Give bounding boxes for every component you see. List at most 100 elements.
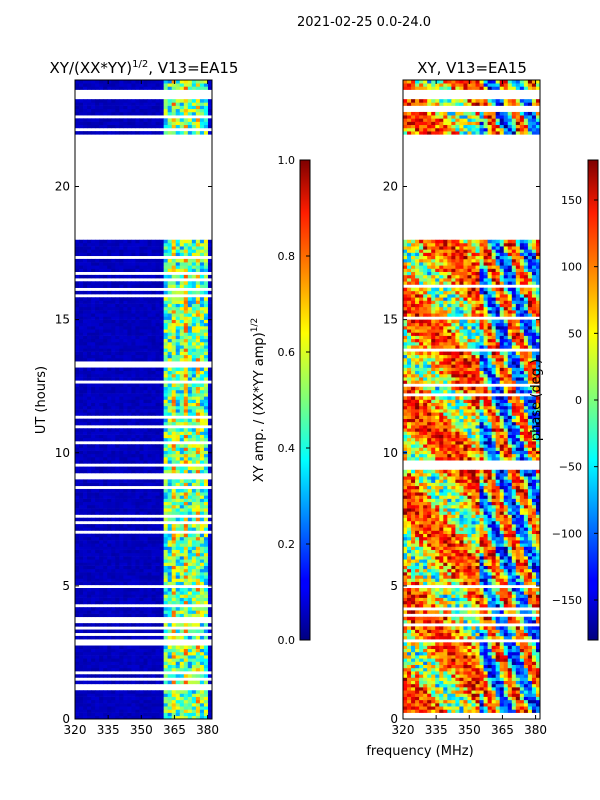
- amplitude-heatmap-cell: [167, 667, 173, 672]
- amplitude-heatmap-row: [75, 680, 212, 685]
- amplitude-heatmap-cell: [127, 492, 132, 496]
- amplitude-heatmap-cell: [135, 607, 140, 611]
- amplitude-heatmap-cell: [183, 396, 189, 400]
- amplitude-heatmap-cell: [107, 495, 112, 499]
- amplitude-heatmap-cell: [131, 693, 136, 697]
- amplitude-heatmap-cell: [187, 345, 193, 349]
- amplitude-heatmap-cell: [139, 629, 144, 634]
- amplitude-heatmap-cell: [163, 533, 169, 538]
- amplitude-heatmap-row: [75, 345, 212, 349]
- amplitude-heatmap-cell: [131, 527, 136, 531]
- amplitude-heatmap-cell: [107, 540, 112, 544]
- amplitude-heatmap-cell: [103, 367, 108, 372]
- amplitude-heatmap-cell: [75, 341, 80, 346]
- amplitude-heatmap-cell: [135, 111, 140, 116]
- amplitude-heatmap-cell: [107, 393, 112, 397]
- amplitude-heatmap-cell: [83, 357, 88, 362]
- amplitude-heatmap-cell: [187, 437, 193, 442]
- amplitude-heatmap-cell: [179, 284, 185, 288]
- amplitude-heatmap-cell: [195, 578, 201, 582]
- amplitude-heatmap-cell: [131, 444, 136, 448]
- amplitude-heatmap-cell: [107, 543, 112, 547]
- amplitude-heatmap-cell: [199, 268, 205, 272]
- amplitude-heatmap-cell: [95, 86, 100, 90]
- amplitude-heatmap-cell: [91, 556, 96, 560]
- amplitude-heatmap-cell: [111, 517, 116, 522]
- amplitude-heatmap-cell: [203, 252, 209, 257]
- amplitude-heatmap-cell: [175, 252, 181, 257]
- amplitude-heatmap-cell: [115, 508, 120, 512]
- amplitude-heatmap-cell: [191, 575, 197, 579]
- amplitude-heatmap-cell: [147, 501, 152, 506]
- amplitude-heatmap-cell: [131, 648, 136, 653]
- amplitude-heatmap-cell: [159, 549, 165, 554]
- amplitude-heatmap-cell: [199, 658, 205, 662]
- amplitude-heatmap-cell: [131, 699, 136, 704]
- amplitude-heatmap-cell: [159, 460, 165, 464]
- amplitude-heatmap-cell: [155, 322, 161, 327]
- amplitude-heatmap-cell: [163, 99, 169, 103]
- amplitude-heatmap-cell: [163, 482, 169, 487]
- amplitude-heatmap-cell: [187, 444, 193, 448]
- amplitude-heatmap-cell: [147, 696, 152, 701]
- amplitude-heatmap-cell: [123, 284, 128, 288]
- amplitude-heatmap-cell: [179, 258, 185, 263]
- amplitude-heatmap-cell: [199, 396, 205, 400]
- phase-heatmap-cell: [439, 696, 444, 701]
- amplitude-heatmap-cell: [207, 121, 212, 126]
- amplitude-heatmap-cell: [75, 252, 80, 257]
- amplitude-heatmap-cell: [115, 568, 120, 573]
- amplitude-heatmap-cell: [123, 556, 128, 560]
- amplitude-heatmap-cell: [143, 527, 148, 531]
- amplitude-heatmap-cell: [131, 635, 136, 640]
- amplitude-heatmap-cell: [111, 351, 116, 356]
- amplitude-heatmap-cell: [155, 648, 161, 653]
- amplitude-heatmap-cell: [183, 431, 189, 435]
- amplitude-heatmap-cell: [119, 428, 124, 432]
- amplitude-heatmap-row: [75, 351, 212, 356]
- amplitude-heatmap-cell: [179, 690, 185, 694]
- amplitude-heatmap-cell: [127, 488, 132, 493]
- amplitude-heatmap-cell: [119, 543, 124, 547]
- phase-heatmap-cell: [487, 699, 493, 704]
- amplitude-heatmap-cell: [163, 495, 169, 499]
- amplitude-heatmap-cell: [195, 546, 201, 550]
- amplitude-heatmap-cell: [151, 533, 156, 538]
- amplitude-heatmap-cell: [87, 316, 92, 320]
- amplitude-heatmap-cell: [179, 393, 185, 397]
- amplitude-heatmap-cell: [119, 83, 124, 87]
- amplitude-heatmap-cell: [79, 402, 84, 407]
- amplitude-heatmap-cell: [195, 508, 201, 512]
- amplitude-heatmap-cell: [143, 300, 148, 304]
- amplitude-heatmap-cell: [87, 511, 92, 515]
- amplitude-heatmap-cell: [79, 575, 84, 579]
- amplitude-heatmap-cell: [207, 102, 212, 106]
- amplitude-heatmap-cell: [91, 303, 96, 308]
- amplitude-heatmap-cell: [111, 492, 116, 496]
- amplitude-heatmap-cell: [131, 332, 136, 336]
- amplitude-heatmap-cell: [127, 693, 132, 697]
- amplitude-heatmap-cell: [159, 511, 165, 515]
- amplitude-heatmap-cell: [95, 373, 100, 378]
- phase-heatmap-cell: [455, 683, 460, 688]
- amplitude-heatmap-cell: [119, 591, 124, 595]
- amplitude-heatmap-cell: [195, 412, 201, 416]
- amplitude-heatmap-cell: [167, 265, 173, 269]
- amplitude-heatmap-cell: [207, 377, 212, 381]
- amplitude-heatmap-cell: [151, 447, 156, 451]
- amplitude-heatmap-cell: [131, 501, 136, 506]
- phase-heatmap-cell: [431, 690, 436, 694]
- amplitude-heatmap-cell: [75, 635, 80, 640]
- amplitude-heatmap-cell: [143, 284, 148, 288]
- amplitude-heatmap-cell: [183, 460, 189, 464]
- amplitude-heatmap-cell: [151, 488, 156, 493]
- amplitude-heatmap-cell: [175, 412, 181, 416]
- amplitude-heatmap-cell: [183, 581, 189, 586]
- phase-heatmap-cell: [463, 709, 468, 713]
- amplitude-heatmap-cell: [163, 281, 169, 285]
- amplitude-heatmap-cell: [79, 265, 84, 269]
- amplitude-heatmap-cell: [199, 246, 205, 250]
- amplitude-heatmap-cell: [111, 354, 116, 359]
- amplitude-heatmap-cell: [123, 504, 128, 509]
- amplitude-heatmap-cell: [159, 102, 165, 106]
